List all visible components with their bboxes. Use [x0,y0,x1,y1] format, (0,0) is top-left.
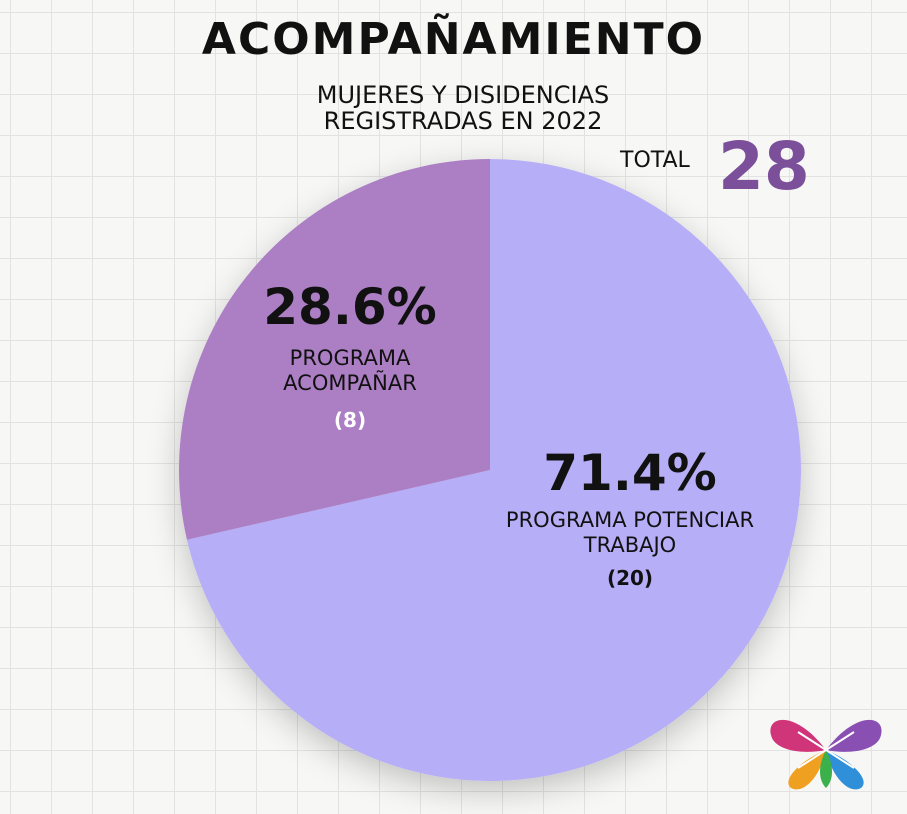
count-label: (8) [333,408,367,432]
chart-title: ACOMPAÑAMIENTO [201,14,706,65]
pie [178,159,802,781]
logo [770,719,882,790]
category-label: PROGRAMA POTENCIAR TRABAJO [505,508,755,557]
total-label: TOTAL [620,148,690,173]
value-label: 71.4% [543,444,717,502]
pie-slice [186,159,802,781]
total: 28 [718,128,810,205]
pie-slice [178,159,490,540]
count-label: (20) [606,566,654,590]
value-label: 28.6% [263,278,437,336]
category-label: PROGRAMA ACOMPAÑAR [283,346,417,395]
chart-subtitle: MUJERES Y DISIDENCIAS REGISTRADAS EN 202… [316,81,610,135]
